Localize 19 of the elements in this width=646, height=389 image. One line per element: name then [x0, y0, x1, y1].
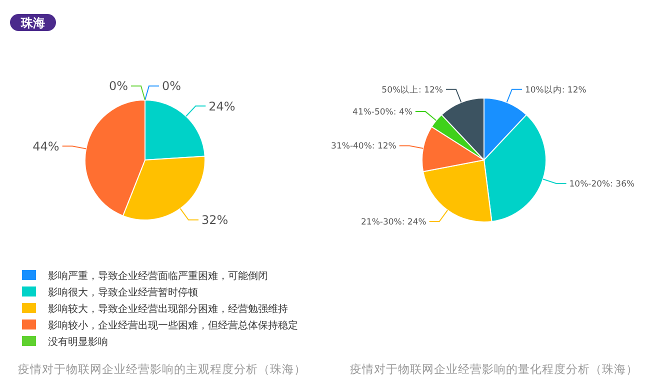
text: 0%	[162, 79, 182, 94]
slice-label: 10%-20%: 36%	[569, 179, 635, 190]
legend-label: 没有明显影响	[48, 336, 108, 348]
text: 疫情对于物联网企业经营影响的主观程度分析（珠海）	[18, 362, 306, 376]
data-label: 24%	[208, 99, 236, 114]
legend-label: 影响很大，导致企业经营暂时停顿	[48, 286, 198, 298]
region-badge: 珠海	[10, 14, 56, 31]
slice-label: 41%-50%: 4%	[352, 108, 412, 118]
text: 疫情对于物联网企业经营影响的量化程度分析（珠海）	[350, 362, 638, 376]
legend-label: 影响较大，导致企业经营出现部分困难，经营勉强维持	[48, 303, 288, 315]
text: 0%	[108, 79, 128, 94]
legend-label: 影响较小，企业经营出现一些困难，但经营总体保持稳定	[48, 320, 298, 332]
slice-label: 31%-40%: 12%	[331, 142, 396, 152]
legend-label: 影响严重，导致企业经营面临严重困难，可能倒闭	[48, 270, 268, 282]
data-label: 32%	[201, 213, 228, 228]
data-label: 44%	[32, 139, 60, 154]
slice-label: 21%-30%: 24%	[361, 217, 426, 228]
slice-label: 50%以上: 12%	[382, 84, 444, 96]
slice-label: 10%以内: 12%	[524, 84, 586, 96]
